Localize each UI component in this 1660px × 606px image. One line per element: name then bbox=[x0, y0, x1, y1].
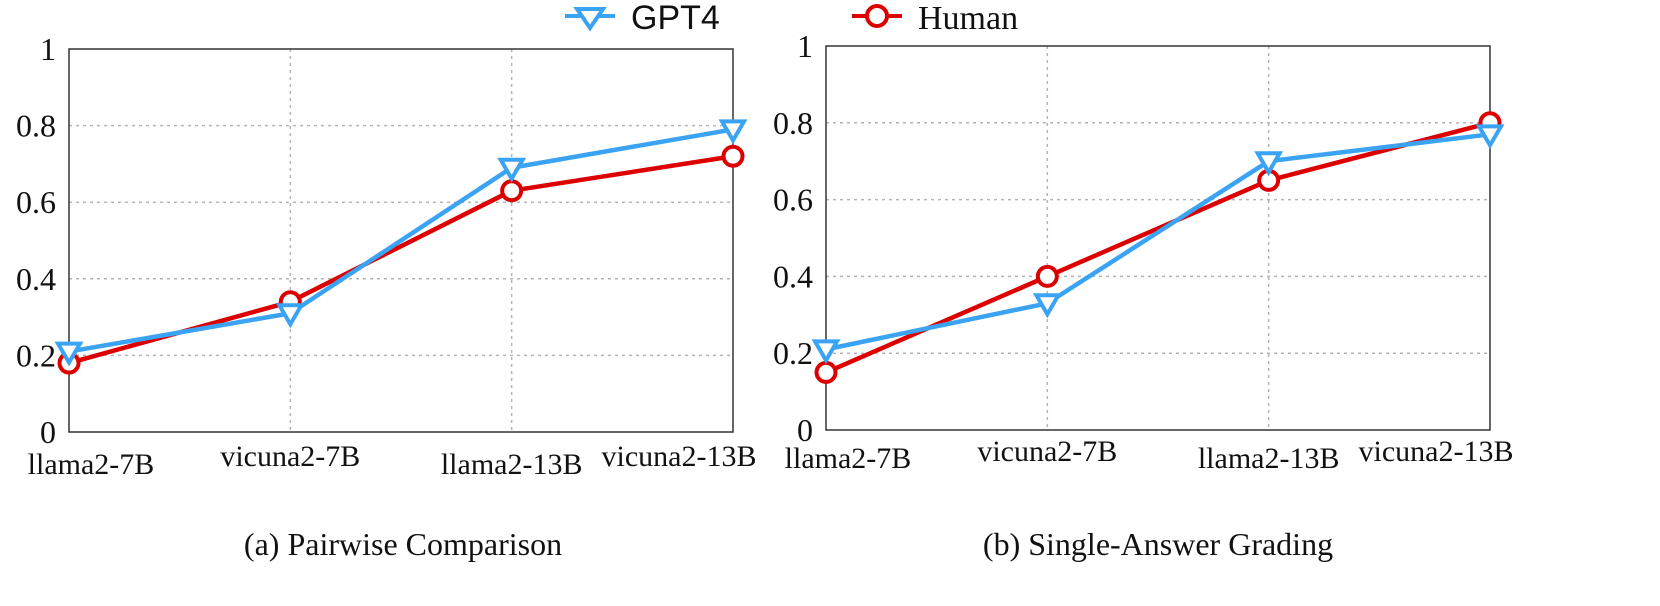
y-tick-label-0-4: 0.4 bbox=[773, 258, 813, 294]
x-tick-label-vicuna2-13b: vicuna2-13B bbox=[1359, 435, 1514, 468]
point-gpt4-llama2-7b bbox=[54, 341, 84, 367]
x-tick-label-llama2-13b: llama2-13B bbox=[1198, 442, 1340, 475]
panel-title: (a) Pairwise Comparison bbox=[244, 526, 562, 562]
panel-single-answer-grading: 00.20.40.60.81 llama2-7B vicuna2-7B llama2… bbox=[773, 28, 1513, 562]
point-gpt4-llama2-7b bbox=[811, 339, 841, 365]
series-line-gpt4 bbox=[825, 132, 1491, 352]
y-tick-label-0-2: 0.2 bbox=[773, 335, 813, 371]
y-tick-label-0: 0 bbox=[40, 414, 56, 450]
y-tick-label-0-2: 0.2 bbox=[16, 337, 56, 373]
legend-gpt4-label: GPT4 bbox=[631, 0, 720, 37]
x-tick-labels: llama2-7B vicuna2-7B llama2-13B vicuna2-13B bbox=[28, 440, 757, 481]
series-line-gpt4 bbox=[68, 127, 734, 354]
legend: GPT4 Human bbox=[565, 0, 1018, 37]
y-tick-label-0-8: 0.8 bbox=[16, 108, 56, 144]
point-human-vicuna2-13b bbox=[721, 144, 745, 168]
x-tick-label-llama2-7b: llama2-7B bbox=[785, 442, 912, 475]
y-tick-label-1: 1 bbox=[797, 28, 813, 64]
point-gpt4-vicuna2-13b bbox=[718, 119, 748, 145]
x-tick-label-vicuna2-13b: vicuna2-13B bbox=[602, 440, 757, 473]
series-line-human bbox=[68, 154, 734, 366]
y-tick-labels: 0 0.2 0.4 0.6 0.8 1 bbox=[773, 28, 813, 448]
gridlines bbox=[69, 49, 733, 432]
point-gpt4-vicuna2-7b bbox=[1032, 293, 1062, 319]
point-gpt4-llama2-13b bbox=[1254, 151, 1284, 177]
y-tick-label-0-4: 0.4 bbox=[16, 261, 56, 297]
x-tick-label-llama2-13b: llama2-13B bbox=[441, 448, 583, 481]
legend-gpt4-marker bbox=[573, 7, 607, 32]
x-tick-label-llama2-7b: llama2-7B bbox=[28, 448, 155, 481]
point-human-vicuna2-7b bbox=[1035, 264, 1059, 288]
point-gpt4-llama2-13b bbox=[497, 157, 527, 183]
x-tick-labels: llama2-7B vicuna2-7B llama2-13B vicuna2-13B bbox=[785, 435, 1514, 475]
point-human-llama2-7b bbox=[814, 360, 838, 384]
series-layer bbox=[811, 111, 1505, 384]
plot-frame bbox=[68, 48, 734, 433]
y-tick-labels: 0 0.2 0.4 0.6 0.8 1 bbox=[16, 31, 56, 450]
panel-pairwise-comparison: 00.20.40.60.81 llama2-7B vicuna2-7B llama2… bbox=[16, 31, 756, 562]
y-tick-label-0-6: 0.6 bbox=[16, 184, 56, 220]
y-tick-label-0-6: 0.6 bbox=[773, 182, 813, 218]
point-gpt4-vicuna2-13b bbox=[1475, 124, 1505, 150]
y-tick-label-1: 1 bbox=[40, 31, 56, 67]
series-layer bbox=[54, 119, 748, 375]
series-line-human bbox=[825, 120, 1491, 375]
legend-entry-gpt4: GPT4 bbox=[565, 0, 720, 37]
panel-title: (b) Single-Answer Grading bbox=[983, 526, 1333, 562]
x-tick-label-vicuna2-7b: vicuna2-7B bbox=[220, 440, 360, 473]
y-tick-label-0: 0 bbox=[797, 412, 813, 448]
plot-frame bbox=[825, 45, 1491, 431]
gridlines bbox=[826, 46, 1490, 430]
x-tick-label-vicuna2-7b: vicuna2-7B bbox=[977, 435, 1117, 468]
legend-human-marker bbox=[865, 4, 889, 28]
point-human-llama2-13b bbox=[500, 179, 524, 203]
point-gpt4-vicuna2-7b bbox=[275, 303, 305, 329]
legend-entry-human: Human bbox=[852, 0, 1018, 37]
y-tick-label-0-8: 0.8 bbox=[773, 105, 813, 141]
legend-human-label: Human bbox=[918, 0, 1018, 37]
